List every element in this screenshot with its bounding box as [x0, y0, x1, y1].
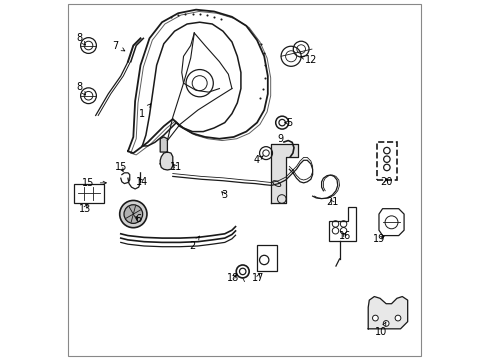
Polygon shape	[271, 144, 298, 203]
Text: 8: 8	[76, 82, 85, 95]
Text: 15: 15	[114, 162, 127, 172]
Polygon shape	[160, 152, 172, 170]
Text: 4: 4	[253, 155, 263, 165]
Text: 13: 13	[79, 204, 91, 214]
Circle shape	[120, 201, 147, 228]
Text: 9: 9	[277, 134, 283, 144]
Text: 15: 15	[82, 178, 106, 188]
Text: 2: 2	[189, 236, 199, 251]
Circle shape	[124, 205, 142, 224]
Text: 6: 6	[135, 215, 142, 224]
Text: 19: 19	[372, 234, 385, 244]
Circle shape	[383, 320, 388, 326]
Text: 3: 3	[221, 190, 227, 200]
Text: 7: 7	[112, 41, 124, 51]
Text: 11: 11	[170, 162, 182, 172]
Polygon shape	[160, 137, 167, 152]
Text: 5: 5	[284, 118, 292, 128]
Text: 10: 10	[374, 322, 386, 337]
Text: 20: 20	[379, 177, 391, 187]
Text: 17: 17	[251, 273, 264, 283]
Text: 14: 14	[136, 177, 148, 187]
Text: 8: 8	[76, 33, 85, 45]
Circle shape	[372, 315, 378, 321]
Polygon shape	[367, 297, 407, 329]
Circle shape	[394, 315, 400, 321]
Text: 16: 16	[338, 231, 350, 240]
Text: 18: 18	[226, 273, 239, 283]
Text: 12: 12	[300, 55, 316, 65]
Text: 1: 1	[139, 104, 150, 119]
Text: 21: 21	[325, 197, 338, 207]
